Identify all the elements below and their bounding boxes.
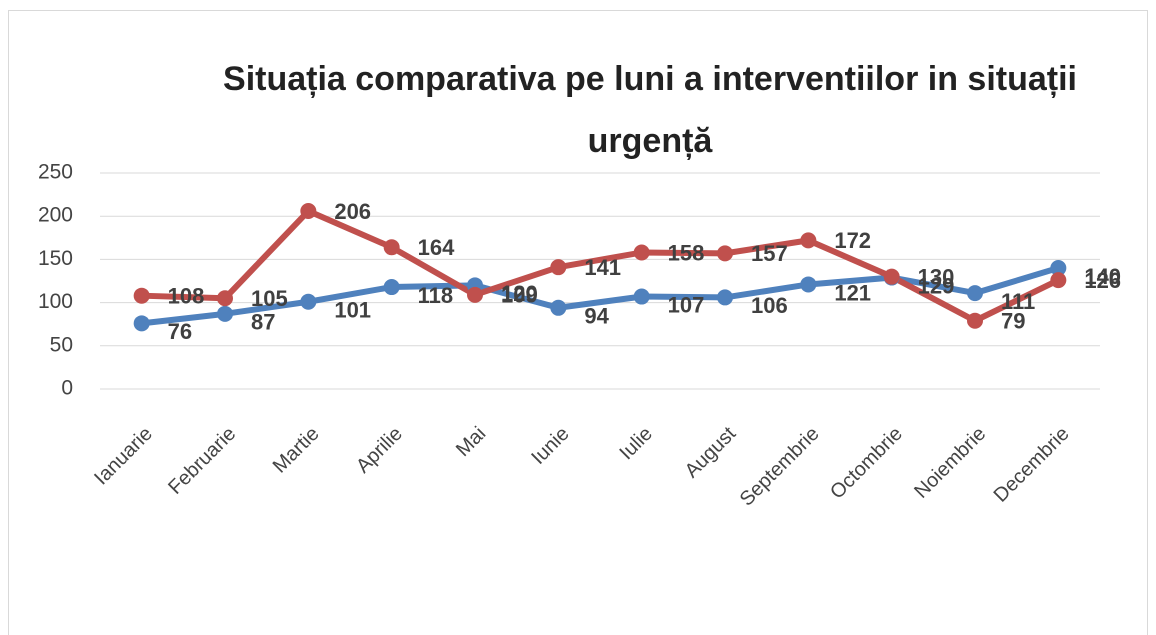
data-point [383, 279, 400, 296]
data-label: 107 [668, 292, 705, 317]
y-tick-label: 250 [38, 161, 73, 184]
data-point [550, 259, 567, 276]
data-label: 158 [668, 240, 705, 265]
y-tick-label: 150 [38, 247, 73, 270]
data-point [1050, 272, 1067, 289]
data-point [550, 299, 567, 316]
data-point [967, 285, 983, 302]
data-point [300, 203, 317, 220]
x-tick-label: August [681, 422, 741, 482]
data-point [217, 290, 233, 307]
data-label: 141 [584, 255, 621, 280]
series-line [141, 208, 1060, 324]
data-point [967, 312, 983, 329]
x-tick-label: Decembrie [990, 423, 1074, 507]
data-label: 118 [418, 283, 454, 308]
data-label: 87 [251, 310, 275, 335]
x-tick-label: Septembrie [736, 423, 824, 511]
data-label: 121 [834, 280, 871, 305]
data-point [1050, 260, 1067, 277]
data-point [717, 245, 733, 262]
data-point [800, 232, 817, 249]
x-tick-label: Octombrie [826, 423, 907, 504]
data-point [800, 276, 817, 293]
data-point [217, 305, 233, 322]
chart-frame [8, 10, 1148, 635]
data-label: 109 [501, 283, 538, 308]
y-tick-label: 50 [50, 333, 73, 356]
x-tick-label: Martie [269, 423, 324, 478]
data-label: 76 [168, 319, 192, 344]
x-tick-label: Mai [452, 423, 490, 461]
data-point [383, 239, 400, 256]
data-point [883, 268, 900, 285]
data-label: 126 [1084, 268, 1121, 293]
data-point [133, 315, 150, 332]
data-label: 129 [918, 273, 955, 298]
series-line [141, 265, 1060, 327]
data-label: 206 [334, 199, 371, 224]
data-label: 105 [251, 286, 288, 311]
chart-title: Situația comparativa pe luni a intervent… [223, 60, 1077, 160]
data-label: 164 [418, 235, 455, 260]
data-label: 94 [584, 304, 609, 329]
data-point [467, 286, 483, 303]
y-tick-label: 100 [38, 290, 73, 313]
data-label: 140 [1084, 264, 1121, 289]
y-tick-label: 200 [38, 204, 73, 227]
x-tick-label: Februarie [164, 423, 240, 499]
data-label: 106 [751, 293, 788, 318]
x-tick-label: Noiembrie [910, 423, 990, 503]
x-tick-label: Aprilie [352, 423, 407, 478]
data-point [133, 287, 150, 304]
x-tick-label: Ianuarie [90, 423, 157, 490]
data-label: 101 [334, 298, 371, 323]
x-tick-label: Iunie [527, 423, 573, 469]
data-label: 108 [168, 284, 205, 309]
data-label: 157 [751, 241, 788, 266]
data-point [300, 293, 317, 310]
data-point [633, 288, 650, 305]
data-label: 120 [501, 281, 538, 306]
data-label: 130 [918, 264, 955, 289]
data-point [717, 289, 733, 306]
data-label: 79 [1001, 309, 1025, 334]
data-label: 172 [834, 228, 871, 253]
data-label: 111 [1001, 289, 1035, 314]
x-tick-label: Iulie [615, 423, 657, 465]
y-tick-label: 0 [61, 377, 73, 400]
data-point [633, 244, 650, 261]
